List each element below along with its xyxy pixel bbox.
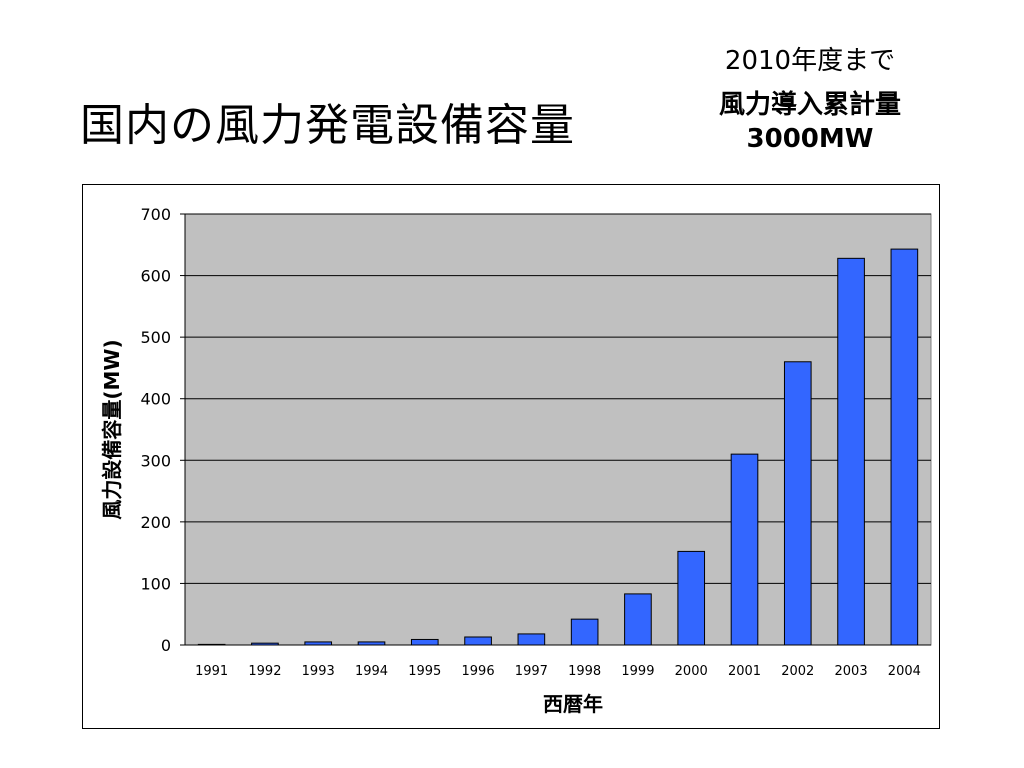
x-tick-label: 1996 xyxy=(462,664,495,679)
bar xyxy=(357,641,386,646)
bar xyxy=(464,636,492,646)
y-tick-label: 200 xyxy=(140,513,171,532)
x-tick-label: 1993 xyxy=(302,664,335,679)
x-tick-label: 2003 xyxy=(835,664,868,679)
bar xyxy=(624,593,652,646)
x-axis-label: 西暦年 xyxy=(543,692,603,716)
y-axis-label: 風力設備容量(MW) xyxy=(100,339,124,519)
bar xyxy=(677,550,706,646)
x-tick-label: 1991 xyxy=(195,664,228,679)
x-tick-label: 2001 xyxy=(728,664,761,679)
y-tick-label: 700 xyxy=(140,205,171,224)
y-tick-label: 300 xyxy=(140,451,171,470)
target-heading: 風力導入累計量 xyxy=(718,90,901,120)
bar xyxy=(517,633,546,646)
x-tick-label: 1998 xyxy=(568,664,601,679)
y-tick-label: 500 xyxy=(140,328,171,347)
bar xyxy=(197,643,226,646)
x-tick-label: 1995 xyxy=(408,664,441,679)
y-tick-label: 100 xyxy=(140,574,171,593)
x-tick-label: 1997 xyxy=(515,664,548,679)
x-tick-label: 1992 xyxy=(248,664,281,679)
bar xyxy=(730,453,759,646)
x-tick-label: 2002 xyxy=(781,664,814,679)
bar xyxy=(251,642,279,646)
bar-chart: 0 100 200 300 400 500 600 700 1991 1992 1993 1994 19… xyxy=(100,205,932,716)
bar xyxy=(783,361,812,646)
chart-frame: 0 100 200 300 400 500 600 700 1991 1992 1993 1994 19… xyxy=(82,184,940,729)
y-tick-label: 600 xyxy=(140,267,171,286)
bar xyxy=(890,248,919,646)
y-tick-label: 0 xyxy=(161,636,171,655)
y-tick-label: 400 xyxy=(140,390,171,409)
x-tick-label: 1999 xyxy=(621,664,654,679)
slide-title: 国内の風力発電設備容量 xyxy=(80,100,575,151)
bar xyxy=(304,641,333,646)
x-tick-label: 2004 xyxy=(888,664,921,679)
target-note: 2010年度まで 風力導入累計量 3000MW xyxy=(680,44,940,156)
target-period: 2010年度まで xyxy=(724,46,896,76)
bar xyxy=(570,618,599,646)
x-tick-label: 2000 xyxy=(675,664,708,679)
x-tick-label: 1994 xyxy=(355,664,388,679)
bar xyxy=(410,638,439,646)
bar xyxy=(837,257,865,646)
plot-area xyxy=(184,213,932,646)
target-value: 3000MW xyxy=(746,124,874,154)
